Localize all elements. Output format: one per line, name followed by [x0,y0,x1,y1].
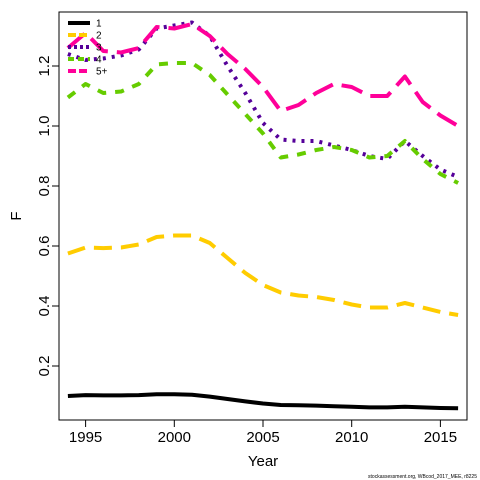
y-tick-label: 0.6 [36,236,53,257]
y-tick-label: 0.4 [36,296,53,317]
legend-label: 1 [96,19,102,30]
x-tick-label: 1995 [69,429,102,446]
x-axis-title: Year [248,453,278,470]
series-line-4 [66,61,460,185]
y-tick-label: 1.2 [36,56,53,77]
x-tick-label: 2000 [158,429,191,446]
plot-frame [58,11,468,421]
x-axis: 1995 2000 2005 2010 2015 [69,419,457,446]
y-tick-label: 0.8 [36,176,53,197]
x-tick-label: 2015 [424,429,457,446]
x-tick-label: 2005 [246,429,279,446]
series-line-3 [67,20,459,179]
x-tick-label: 2010 [335,429,368,446]
source-note: stockassessment.org, WBcod_2017_MEE, r82… [368,474,477,480]
y-axis-title: F [8,211,25,220]
series-line-2 [67,233,459,317]
y-tick-label: 1.0 [36,116,53,137]
series-line-5plus [66,22,460,128]
legend-label: 4 [96,55,102,66]
series-line-1 [67,392,459,411]
y-axis: 0.2 0.4 0.6 0.8 1.0 1.2 [36,56,60,377]
legend-label: 2 [96,31,102,42]
series-layer [66,20,460,411]
legend-label: 3 [96,43,102,54]
y-tick-label: 0.2 [36,356,53,377]
legend-label: 5+ [96,67,108,78]
